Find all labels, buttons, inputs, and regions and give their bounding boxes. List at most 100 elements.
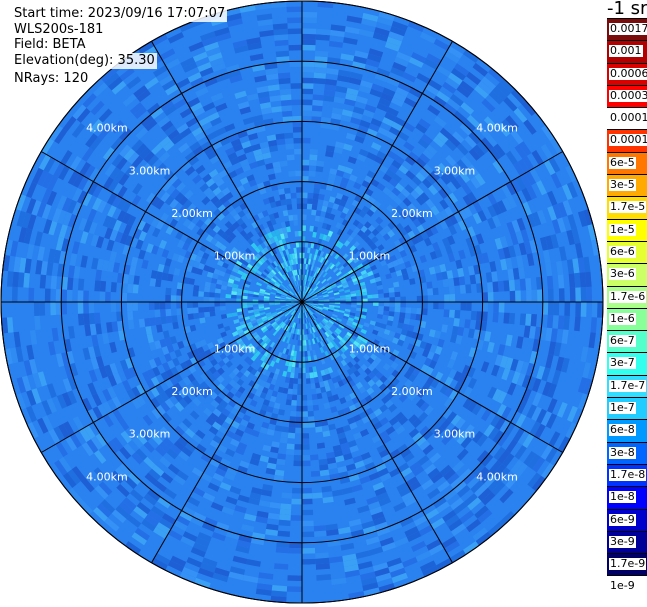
beta-cell — [424, 405, 434, 416]
beta-cell — [324, 368, 330, 375]
beta-cell — [55, 302, 62, 315]
beta-cell — [520, 361, 530, 375]
beta-cell — [233, 415, 243, 424]
beta-cell — [95, 323, 102, 335]
beta-cell — [262, 327, 268, 333]
beta-cell — [170, 444, 182, 456]
beta-cell — [266, 134, 277, 142]
beta-cell — [426, 433, 438, 445]
beta-cell — [289, 283, 294, 289]
beta-cell — [265, 338, 271, 345]
beta-cell — [282, 370, 288, 377]
beta-cell — [175, 182, 186, 193]
beta-cell — [218, 270, 226, 277]
beta-cell — [274, 299, 281, 301]
beta-cell — [32, 215, 42, 232]
beta-cell — [448, 368, 457, 379]
beta-cell — [556, 260, 564, 276]
beta-cell — [87, 181, 99, 196]
beta-cell — [206, 150, 218, 160]
beta-cell — [293, 220, 298, 226]
beta-cell — [145, 192, 156, 204]
beta-cell — [289, 355, 294, 362]
beta-cell — [362, 582, 379, 592]
beta-cell — [530, 314, 537, 327]
beta-cell — [286, 266, 291, 272]
beta-cell — [147, 437, 159, 450]
beta-cell — [145, 326, 153, 335]
beta-cell — [296, 405, 302, 412]
beta-cell — [403, 452, 415, 463]
beta-cell — [250, 242, 258, 250]
beta-cell — [225, 268, 232, 275]
beta-cell — [192, 397, 202, 407]
beta-cell — [302, 258, 305, 264]
beta-cell — [265, 467, 276, 475]
beta-cell — [312, 305, 318, 308]
beta-cell — [231, 246, 239, 254]
beta-cell — [505, 408, 517, 423]
beta-cell — [400, 328, 408, 336]
beta-cell — [328, 40, 344, 48]
beta-cell — [115, 505, 130, 519]
beta-cell — [446, 181, 457, 193]
beta-cell — [197, 532, 212, 543]
beta-cell — [141, 518, 156, 532]
beta-cell — [264, 292, 271, 296]
beta-cell — [259, 257, 266, 264]
beta-cell — [94, 312, 101, 324]
beta-cell — [450, 497, 464, 511]
beta-cell — [154, 302, 160, 310]
beta-cell — [89, 136, 103, 151]
beta-cell — [235, 447, 246, 456]
beta-cell — [272, 314, 279, 319]
beta-cell — [493, 143, 506, 158]
beta-cell — [439, 384, 449, 395]
beta-cell — [287, 17, 302, 24]
beta-cell — [416, 308, 423, 315]
beta-cell — [307, 400, 313, 406]
beta-cell — [211, 453, 223, 463]
beta-cell — [317, 296, 324, 299]
beta-cell — [264, 307, 270, 310]
beta-cell — [389, 302, 395, 307]
beta-cell — [320, 386, 327, 393]
beta-cell — [257, 237, 264, 245]
beta-cell — [442, 408, 453, 420]
beta-cell — [416, 72, 431, 84]
beta-cell — [267, 512, 280, 520]
beta-cell — [285, 299, 292, 301]
beta-cell — [421, 202, 431, 212]
beta-cell — [204, 386, 213, 395]
beta-cell — [210, 577, 227, 588]
beta-cell — [131, 206, 141, 218]
beta-cell — [579, 272, 587, 288]
beta-cell — [360, 314, 367, 319]
range-ring-label: 5.00km — [44, 513, 86, 526]
beta-cell — [321, 245, 327, 252]
beta-cell — [290, 322, 295, 328]
beta-cell — [296, 312, 300, 318]
beta-cell — [280, 244, 286, 251]
beta-cell — [327, 462, 338, 470]
beta-cell — [294, 148, 302, 155]
beta-cell — [258, 500, 271, 508]
beta-cell — [285, 303, 292, 305]
beta-cell — [228, 224, 237, 233]
beta-cell — [521, 100, 536, 116]
beta-cell — [293, 455, 302, 461]
beta-cell — [322, 496, 334, 504]
beta-cell — [254, 154, 264, 162]
beta-cell — [271, 441, 280, 448]
beta-cell — [121, 292, 128, 302]
beta-cell — [258, 96, 271, 104]
beta-cell — [266, 523, 279, 531]
colorbar-bin: 1e-5 — [607, 218, 647, 241]
beta-cell — [501, 368, 511, 381]
beta-cell — [192, 335, 200, 344]
beta-cell — [99, 280, 107, 292]
beta-cell — [343, 272, 350, 278]
beta-cell — [287, 326, 291, 332]
beta-cell — [147, 536, 163, 549]
beta-cell — [514, 462, 528, 478]
